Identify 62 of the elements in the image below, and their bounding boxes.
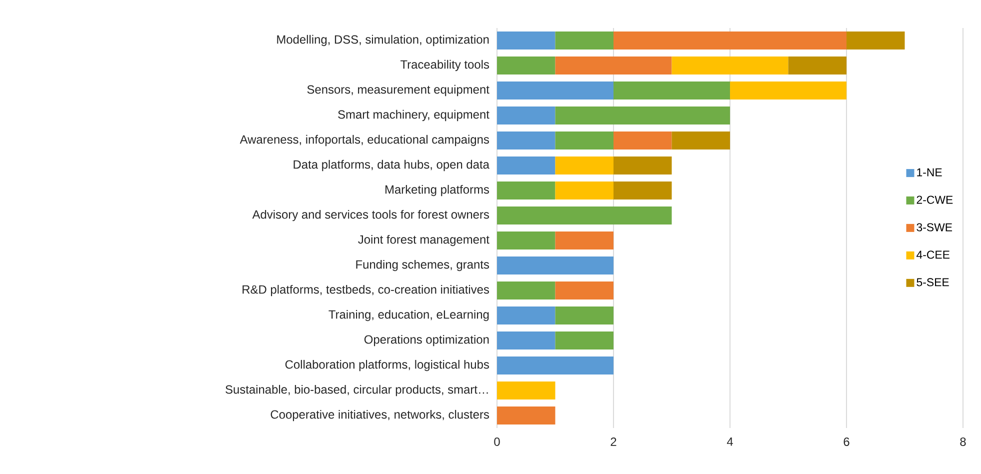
y-tick-label: Cooperative initiatives, networks, clusters (270, 410, 490, 422)
y-tick-label: Joint forest management (358, 234, 490, 246)
bar (788, 56, 846, 74)
y-tick-label: Modelling, DSS, simulation, optimization (277, 34, 489, 46)
y-tick-label: Collaboration platforms, logistical hubs (285, 360, 489, 372)
bar (496, 106, 556, 125)
legend-label: 2-CWE (916, 196, 953, 204)
legend-label: 3-SWE (916, 223, 952, 232)
bar (496, 256, 614, 275)
y-tick-label: Traceability tools (400, 60, 490, 72)
y-tick-label: Smart machinery, equipment (338, 110, 490, 122)
bar (730, 82, 846, 100)
bar (555, 106, 730, 125)
bar (496, 156, 556, 175)
bar (672, 132, 730, 150)
bar (555, 282, 614, 300)
bar (496, 332, 556, 350)
bar (555, 132, 614, 150)
y-tick-label: R&D platforms, testbeds, co-creation initiatives (242, 284, 490, 296)
bar (555, 182, 614, 200)
y-tick-label: Training, education, eLearning (328, 310, 489, 322)
x-tick-label: 0 (494, 438, 500, 446)
y-tick-label: Sustainable, bio-based, circular products, smart… (226, 384, 488, 396)
bar (496, 182, 556, 200)
y-tick-label: Funding schemes, grants (356, 260, 490, 272)
x-tick-label: 6 (844, 438, 850, 446)
bar (846, 32, 905, 50)
y-tick-label: Sensors, measurement equipment (307, 84, 490, 96)
bar (496, 282, 556, 300)
bar (496, 132, 556, 150)
bar (555, 332, 614, 350)
bar (613, 32, 846, 50)
bar (613, 132, 672, 150)
legend-label: 5-SEE (916, 278, 949, 286)
legend-label: 1-NE (917, 168, 942, 176)
bar (496, 32, 556, 50)
bar (496, 382, 556, 400)
bar (613, 82, 730, 100)
bar (555, 32, 614, 50)
x-tick-label: 4 (726, 438, 733, 446)
bar (496, 82, 614, 100)
bar (555, 56, 672, 74)
y-tick-label: Advisory and services tools for forest owners (252, 210, 490, 222)
y-tick-label: Data platforms, data hubs, open data (294, 160, 490, 172)
bar (672, 56, 788, 74)
bar (496, 56, 556, 74)
bar (613, 156, 672, 175)
bar (613, 182, 672, 200)
bar (496, 406, 556, 425)
bar (496, 206, 672, 225)
bar (555, 306, 614, 325)
bar (496, 306, 556, 325)
bar (555, 232, 614, 250)
y-tick-label: Operations optimization (364, 334, 489, 346)
y-tick-label: Awareness, infoportals, educational campaigns (240, 134, 489, 146)
x-tick-label: 2 (610, 438, 616, 446)
x-tick-label: 8 (960, 438, 966, 446)
bar (496, 232, 556, 250)
legend-label: 4-CEE (916, 250, 950, 259)
y-tick-label: Marketing platforms (385, 184, 490, 196)
bar (496, 356, 614, 375)
bar (555, 156, 614, 175)
